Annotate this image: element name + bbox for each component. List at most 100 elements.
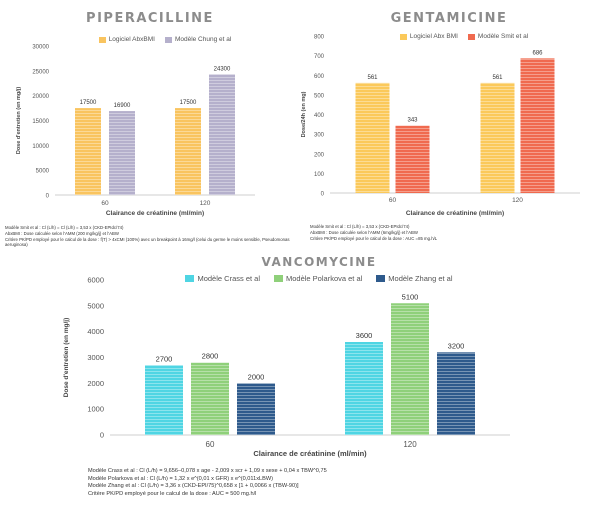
legend-swatch: [164, 36, 172, 43]
x-axis-label: Clairance de créatinine (ml/min): [406, 210, 504, 217]
y-axis-label: Dose d'entretien (en mg/j): [63, 318, 70, 398]
gentamicine-notes: Modèle Smit et al : Cl (L/h) = 3,53 x (C…: [310, 224, 590, 241]
y-tick-label: 10000: [32, 144, 49, 150]
legend-item: Modèle Zhang et al: [376, 274, 453, 283]
piperacilline-plot: 0 5000 10000 15000 20000 25000 30000 Dose d'ent…: [16, 45, 255, 217]
data-label: 561: [492, 75, 503, 81]
y-tick-label: 30000: [32, 45, 49, 51]
y-tick-label: 700: [314, 54, 325, 60]
x-tick-label: 60: [389, 197, 397, 204]
bar: [395, 125, 430, 193]
y-tick-label: 5000: [87, 301, 104, 310]
x-tick-label: 60: [101, 200, 109, 207]
legend-label: Modèle Zhang et al: [388, 274, 453, 283]
footnote-line: Modèle Zhang et al : Cl (L/h) = 3,36 x (…: [88, 483, 299, 490]
bar: [437, 352, 475, 435]
data-label: 3200: [448, 341, 465, 350]
y-tick-label: 4000: [87, 327, 104, 336]
gentamicine-plot: 0 100 200 300 400 500 600 700 800 Dose/24h (en mg…: [301, 35, 580, 217]
y-tick-label: 0: [46, 194, 50, 200]
legend-label: Logiciel AbxBMI: [108, 36, 155, 43]
data-label: 561: [367, 75, 378, 81]
data-label: 16900: [114, 103, 131, 109]
footnote-line: AbxBMI : Dose calculée selon l'AMM (200 …: [5, 230, 119, 236]
y-tick-label: 500: [314, 93, 325, 99]
legend-label: Modèle Crass et al: [197, 274, 260, 283]
legend-swatch: [98, 36, 106, 43]
data-label: 17500: [80, 100, 97, 106]
legend-item: Modèle Smit et al: [467, 33, 529, 40]
bar: [237, 383, 275, 435]
y-tick-label: 100: [314, 172, 325, 178]
vancomycine-plot: 0 1000 2000 3000 4000 5000 6000 Dose d'entretie…: [63, 276, 510, 458]
x-tick-label: 60: [206, 440, 215, 449]
x-axis-label: Clairance de créatinine (ml/min): [106, 210, 204, 217]
data-label: 3600: [356, 331, 373, 340]
y-tick-label: 15000: [32, 119, 49, 125]
y-tick-label: 2000: [87, 379, 104, 388]
legend-swatch: [467, 33, 475, 40]
data-label: 2800: [202, 352, 219, 361]
data-label: 686: [532, 50, 543, 56]
y-tick-label: 0: [100, 431, 104, 440]
bar: [175, 108, 201, 195]
legend-item: Logiciel Abx BMI: [399, 33, 458, 40]
x-tick-label: 120: [512, 197, 523, 204]
data-label: 2700: [156, 354, 173, 363]
bar: [109, 111, 135, 195]
y-axis-label: Dose/24h (en mg): [301, 91, 307, 137]
gentamicine-legend: Logiciel Abx BMI Modèle Smit et al: [300, 33, 598, 40]
x-axis-label: Clairance de créatinine (ml/min): [253, 449, 367, 458]
bar: [391, 303, 429, 435]
gentamicine-chart-panel: GENTAMICINE Logiciel Abx BMI Modèle Smit …: [300, 0, 598, 255]
legend-swatch: [376, 275, 386, 282]
bar: [209, 74, 235, 195]
bar: [75, 108, 101, 195]
data-label: 24300: [214, 66, 231, 72]
piperacilline-chart-panel: PIPERACILLINE Logiciel AbxBMI Modèle Chun…: [0, 0, 300, 255]
data-label: 343: [407, 118, 418, 124]
y-tick-label: 300: [314, 133, 325, 139]
y-tick-label: 600: [314, 74, 325, 80]
vancomycine-title: VANCOMYCINE: [261, 255, 377, 269]
y-axis-label: Dose d'entretien (en mg/j): [16, 87, 22, 154]
legend-label: Modèle Polarkova et al: [286, 274, 363, 283]
vancomycine-notes: Modèle Crass et al : Cl (L/h) = 9,656–0,…: [88, 468, 568, 498]
y-tick-label: 25000: [32, 69, 49, 75]
piperacilline-notes: Modèle Smit et al : Cl (L/h) = Cl (L/h) …: [5, 225, 290, 248]
legend-item: Logiciel AbxBMI: [98, 36, 155, 43]
gentamicine-title: GENTAMICINE: [390, 11, 508, 26]
footnote-line: Modèle Smit et al : Cl (L/h) = Cl (L/h) …: [5, 225, 124, 230]
piperacilline-title: PIPERACILLINE: [86, 11, 214, 26]
legend-item: Modèle Polarkova et al: [274, 274, 362, 283]
bar: [145, 365, 183, 435]
legend-swatch: [399, 33, 407, 40]
data-label: 5100: [402, 292, 419, 301]
legend-label: Logiciel Abx BMI: [409, 33, 458, 40]
footnote-line: Critère PK/PD employé pour le calcul de …: [310, 235, 438, 241]
footnote-line: Modèle Crass et al : Cl (L/h) = 9,656–0,…: [88, 468, 327, 474]
legend-item: Modèle Chung et al: [164, 36, 232, 43]
bar: [355, 82, 390, 193]
y-tick-label: 1000: [87, 405, 104, 414]
y-tick-label: 20000: [32, 94, 49, 100]
data-label: 2000: [248, 372, 265, 381]
y-tick-label: 800: [314, 35, 325, 41]
footnote-line: AbxBMI : Dose calculée selon l'AMM (6mg/…: [310, 229, 418, 235]
piperacilline-legend: Logiciel AbxBMI Modèle Chung et al: [0, 36, 300, 43]
y-tick-label: 200: [314, 152, 325, 158]
y-tick-label: 3000: [87, 353, 104, 362]
y-tick-label: 0: [321, 192, 325, 198]
footnote-line: Modèle Smit et al : Cl (L/h) = 3,53 x (C…: [310, 224, 410, 229]
vancomycine-legend: Modèle Crass et al Modèle Polarkova et al…: [0, 274, 598, 283]
legend-label: Modèle Chung et al: [174, 36, 232, 43]
x-tick-label: 120: [200, 200, 211, 207]
legend-label: Modèle Smit et al: [477, 33, 529, 40]
bar: [345, 342, 383, 435]
bar: [480, 82, 515, 193]
y-tick-label: 400: [314, 113, 325, 119]
bar: [191, 362, 229, 435]
vancomycine-chart-panel: VANCOMYCINE Modèle Crass et al Modèle Pol…: [0, 255, 598, 511]
footnote-line: Critère PK/PD employé pour le calcul de …: [88, 490, 257, 497]
x-tick-label: 120: [403, 440, 417, 449]
